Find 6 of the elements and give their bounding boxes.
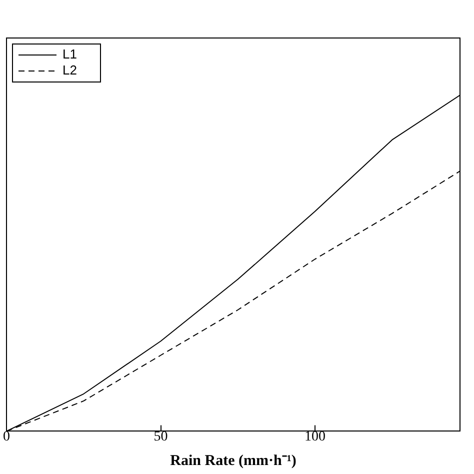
x-tick-label: 50 xyxy=(154,429,168,444)
x-tick-label: 100 xyxy=(304,429,326,444)
x-tick-label: 0 xyxy=(3,429,10,444)
legend-label: L1 xyxy=(62,46,77,62)
x-axis-title: Rain Rate (mm·h⁻¹) xyxy=(170,452,296,469)
legend-label: L2 xyxy=(62,62,77,78)
